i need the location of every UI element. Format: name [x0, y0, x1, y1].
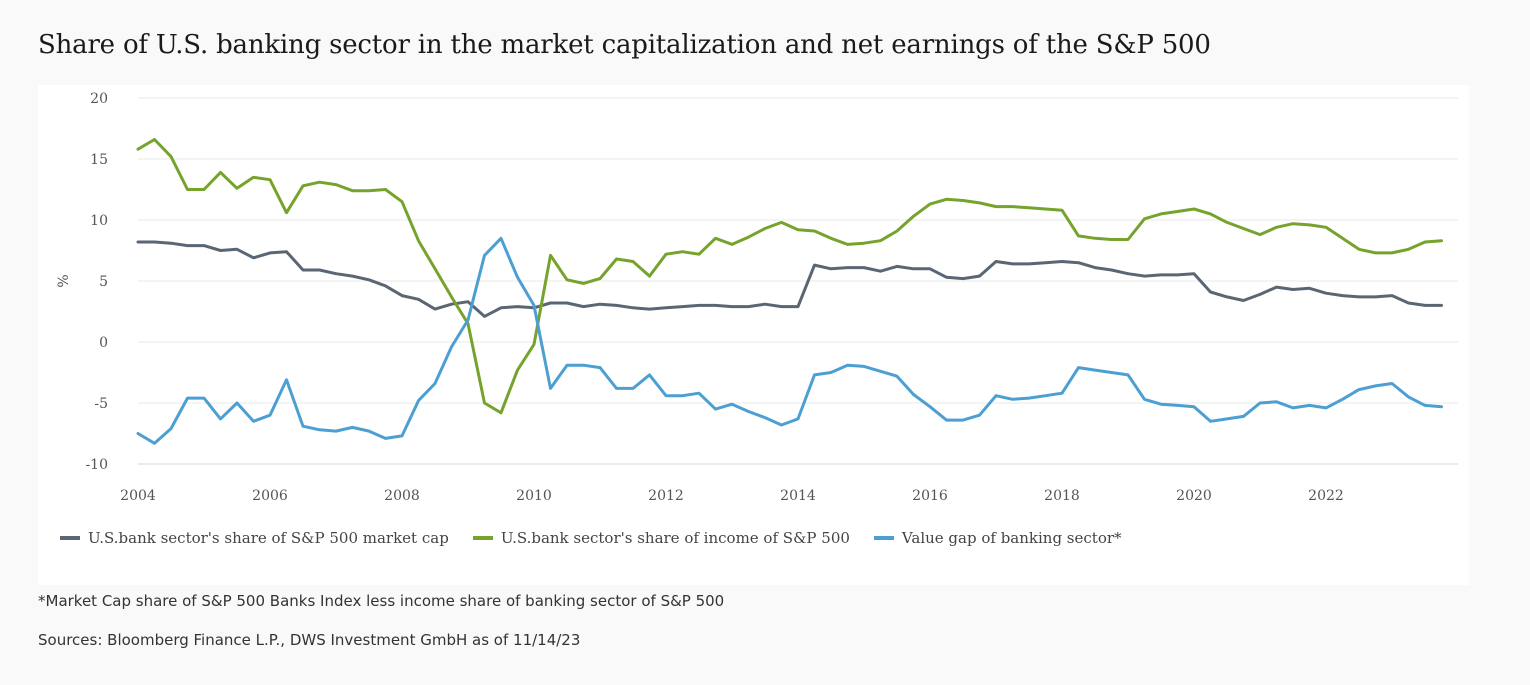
y-tick-label: 15 [90, 152, 108, 168]
legend-label: U.S.bank sector's share of S&P 500 marke… [88, 529, 449, 547]
chart-sources: Sources: Bloomberg Finance L.P., DWS Inv… [38, 631, 581, 649]
legend-item-market-cap: U.S.bank sector's share of S&P 500 marke… [60, 529, 449, 547]
y-axis-label: % [56, 274, 72, 287]
y-tick-label: 20 [90, 91, 108, 107]
y-tick-label: 0 [99, 335, 108, 351]
chart-title: Share of U.S. banking sector in the mark… [38, 30, 1211, 60]
y-tick-label: 10 [90, 213, 108, 229]
legend-label: Value gap of banking sector* [901, 529, 1122, 547]
series-line-income [136, 138, 1443, 415]
x-tick-label: 2006 [252, 488, 288, 504]
x-tick-label: 2010 [516, 488, 552, 504]
x-tick-label: 2022 [1308, 488, 1344, 504]
series-line-value-gap [136, 236, 1443, 445]
legend-item-income: U.S.bank sector's share of income of S&P… [472, 529, 850, 547]
legend-label: U.S.bank sector's share of income of S&P… [500, 529, 850, 547]
x-tick-label: 2008 [384, 488, 420, 504]
chart-panel: -10 -5 0 5 10 15 20% 2004 2006 2008 2010 2012 2014 20… [38, 85, 1469, 585]
chart-footnote: *Market Cap share of S&P 500 Banks Index… [38, 592, 725, 610]
chart-legend: U.S.bank sector's share of S&P 500 marke… [60, 529, 1146, 547]
x-tick-label: 2012 [648, 488, 684, 504]
x-tick-label: 2020 [1176, 488, 1212, 504]
series-line-market-cap [136, 240, 1443, 318]
x-tick-label: 2016 [912, 488, 948, 504]
y-tick-label: 5 [99, 274, 108, 290]
y-tick-label: -5 [94, 396, 108, 412]
y-tick-label: -10 [85, 457, 108, 473]
legend-item-value-gap: Value gap of banking sector* [873, 529, 1122, 547]
line-chart: -10 -5 0 5 10 15 20% 2004 2006 2008 2010 2012 2014 20… [56, 91, 1458, 504]
x-tick-label: 2004 [120, 488, 156, 504]
legend-swatch [873, 536, 894, 540]
legend-swatch [472, 536, 493, 540]
x-tick-label: 2018 [1044, 488, 1080, 504]
legend-swatch [60, 536, 80, 540]
x-tick-label: 2014 [780, 488, 816, 504]
